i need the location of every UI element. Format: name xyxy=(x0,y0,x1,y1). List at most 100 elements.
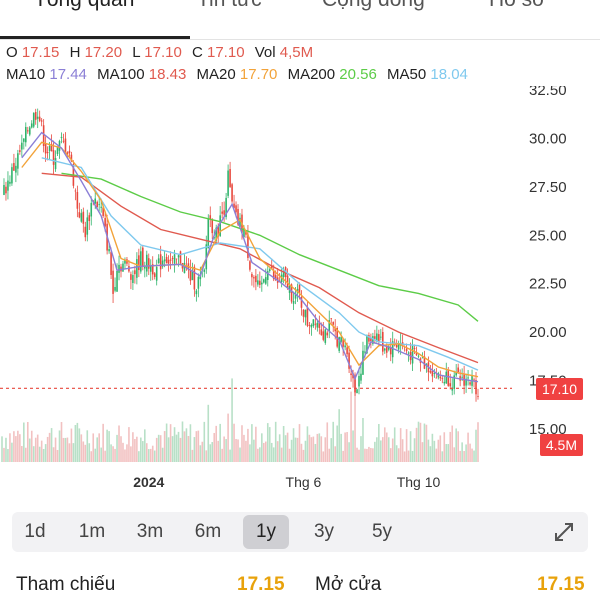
volume-bar xyxy=(429,446,432,462)
volume-bar xyxy=(177,431,180,462)
volume-bar xyxy=(304,440,307,462)
candle-body xyxy=(443,381,446,384)
volume-bar xyxy=(207,404,210,462)
volume-bar xyxy=(197,430,200,462)
tab-profile[interactable]: Hồ sơ xyxy=(489,0,546,12)
candle-body xyxy=(189,269,192,281)
volume-bar xyxy=(264,441,267,462)
range-3y[interactable]: 3y xyxy=(313,521,335,542)
ohlc-legend: O 17.15 H 17.20 L 17.10 C 17.10 Vol 4,5M xyxy=(6,44,319,61)
volume-bar xyxy=(145,443,148,462)
volume-bar xyxy=(58,430,61,462)
volume-bar xyxy=(46,436,49,462)
range-1d[interactable]: 1d xyxy=(24,521,46,542)
volume-bar xyxy=(316,433,319,462)
volume-bar xyxy=(165,423,168,462)
volume-bar xyxy=(132,432,134,462)
candle-body xyxy=(441,378,444,380)
volume-bar xyxy=(344,432,346,462)
volume-bar xyxy=(282,425,285,462)
candle-body xyxy=(147,258,150,269)
volume-bar xyxy=(391,438,394,462)
time-range-selector: 1d 1m 3m 6m 1y 3y 5y xyxy=(12,512,588,552)
volume-bar xyxy=(183,431,186,462)
candle-body xyxy=(380,336,382,338)
candle-body xyxy=(385,346,388,353)
volume-bar xyxy=(453,447,455,462)
candle-body xyxy=(84,226,87,238)
volume-bar xyxy=(413,438,416,462)
volume-bar xyxy=(433,440,436,462)
candle-body xyxy=(360,373,362,381)
y-tick-label: 15.00 xyxy=(529,421,567,438)
candle-body xyxy=(255,275,257,283)
candle-body xyxy=(199,274,202,280)
candle-body xyxy=(94,198,97,204)
volume-bar xyxy=(110,444,112,462)
candle-body xyxy=(46,151,49,154)
candle-body xyxy=(38,116,41,121)
candle-body xyxy=(118,264,120,273)
candle-body xyxy=(157,258,160,264)
range-5y[interactable]: 5y xyxy=(371,521,393,542)
price-chart[interactable]: 32.5030.0027.5025.0022.5020.0017.5015.00… xyxy=(0,86,600,506)
volume-bar xyxy=(437,439,440,462)
candle-body xyxy=(286,275,289,289)
volume-bar xyxy=(70,428,73,462)
volume-bar xyxy=(385,432,388,462)
tab-overview[interactable]: Tổng quan xyxy=(34,0,134,12)
candle-body xyxy=(455,372,457,376)
candle-body xyxy=(78,212,81,218)
volume-bar xyxy=(151,445,154,462)
volume-bar xyxy=(272,447,275,462)
reference-price-value: 17.15 xyxy=(237,574,285,595)
ma10-line xyxy=(21,131,479,383)
ma100-label: MA100 xyxy=(97,66,145,83)
y-tick-label: 25.00 xyxy=(529,227,567,244)
expand-arrows-icon[interactable] xyxy=(552,520,576,544)
tab-community[interactable]: Cộng đồng xyxy=(322,0,425,12)
candle-body xyxy=(173,254,176,264)
volume-bar xyxy=(380,440,382,462)
x-tick-label: Thg 10 xyxy=(397,474,441,490)
volume-bar xyxy=(455,428,457,462)
candle-body xyxy=(195,290,198,295)
candle-body xyxy=(104,218,106,227)
volume-bar xyxy=(243,434,245,462)
candle-body xyxy=(338,336,340,351)
candle-body xyxy=(447,369,450,386)
candle-body xyxy=(191,270,194,280)
volume-bar xyxy=(318,433,321,462)
range-6m[interactable]: 6m xyxy=(194,521,222,542)
candle-body xyxy=(163,259,166,262)
low-value: 17.10 xyxy=(144,44,182,61)
y-tick-label: 30.00 xyxy=(529,130,567,147)
volume-bar xyxy=(187,435,190,462)
volume-bar xyxy=(383,427,386,462)
tab-news[interactable]: Tin tức xyxy=(197,0,262,12)
volume-bar xyxy=(9,433,11,462)
volume-bar xyxy=(28,438,31,462)
candle-body xyxy=(80,213,83,222)
candle-body xyxy=(340,337,342,342)
range-1y[interactable]: 1y xyxy=(243,515,289,549)
open-price-label: Mở cửa xyxy=(315,574,382,595)
volume-bar xyxy=(159,435,162,462)
volume-bar xyxy=(96,437,98,462)
volume-bar xyxy=(270,442,273,462)
volume-bar xyxy=(94,448,97,462)
high-value: 17.20 xyxy=(84,44,123,61)
ma50-label: MA50 xyxy=(387,66,427,83)
candle-body xyxy=(405,348,408,352)
range-3m[interactable]: 3m xyxy=(136,521,164,542)
volume-bar xyxy=(475,429,477,462)
volume-bar xyxy=(227,413,229,462)
candle-body xyxy=(300,296,303,308)
volume-bar xyxy=(241,425,243,462)
volume-bar xyxy=(191,449,194,462)
range-1m[interactable]: 1m xyxy=(78,521,106,542)
volume-bar xyxy=(257,448,259,462)
volume-bar xyxy=(364,448,366,462)
volume-bar xyxy=(112,446,114,462)
candle-body xyxy=(237,209,239,225)
